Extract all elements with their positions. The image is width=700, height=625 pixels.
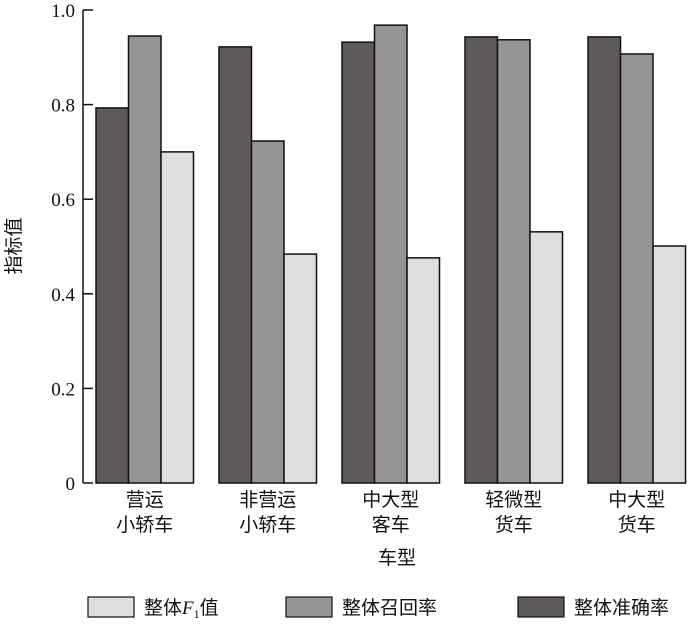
legend: 整体F1值 整体召回率 整体准确率: [87, 596, 669, 621]
y-tick-label: 0: [66, 474, 76, 495]
bar-accuracy: [464, 36, 499, 484]
x-tick-label: 货车: [495, 514, 533, 536]
bar-accuracy: [341, 41, 376, 484]
x-axis-label: 车型: [378, 547, 416, 569]
x-tick-label: 轻微型: [485, 489, 542, 511]
x-tick-label: 货车: [618, 514, 656, 536]
x-tick-label: 中大型: [362, 489, 419, 511]
legend-swatch: [517, 596, 565, 618]
bar-f1: [652, 245, 687, 484]
y-axis: 0 0.2 0.4 0.6 0.8 1.0: [51, 1, 93, 495]
bar-accuracy: [95, 107, 130, 484]
bar-recall: [127, 35, 162, 484]
bar-recall: [496, 39, 531, 484]
x-tick-label: 营运: [126, 489, 164, 511]
x-tick-label: 客车: [372, 514, 410, 536]
y-tick-label: 0.2: [51, 379, 75, 400]
bar-accuracy: [587, 36, 622, 484]
legend-label: 整体召回率: [342, 597, 437, 619]
bar-recall: [619, 53, 654, 484]
x-tick-label: 小轿车: [116, 514, 173, 536]
y-tick-label: 0.4: [51, 285, 75, 306]
legend-label: 整体准确率: [574, 597, 669, 619]
y-axis-label: 指标值: [3, 217, 25, 274]
y-tick-label: 1.0: [51, 1, 75, 22]
legend-label: 整体F1值: [144, 597, 219, 621]
bars: [95, 24, 687, 484]
bar-accuracy: [218, 46, 253, 484]
bar-f1: [529, 231, 564, 484]
legend-swatch: [285, 596, 333, 618]
bar-f1: [283, 253, 318, 484]
bar-recall: [373, 24, 408, 484]
x-tick-label: 非营运: [239, 489, 296, 511]
legend-swatch: [87, 596, 135, 618]
bar-f1: [406, 257, 441, 484]
bar-recall: [250, 140, 285, 484]
x-tick-label: 小轿车: [239, 514, 296, 536]
x-tick-label: 中大型: [608, 489, 665, 511]
bar-f1: [160, 151, 195, 484]
y-tick-label: 0.8: [51, 96, 75, 117]
y-tick-label: 0.6: [51, 190, 75, 211]
